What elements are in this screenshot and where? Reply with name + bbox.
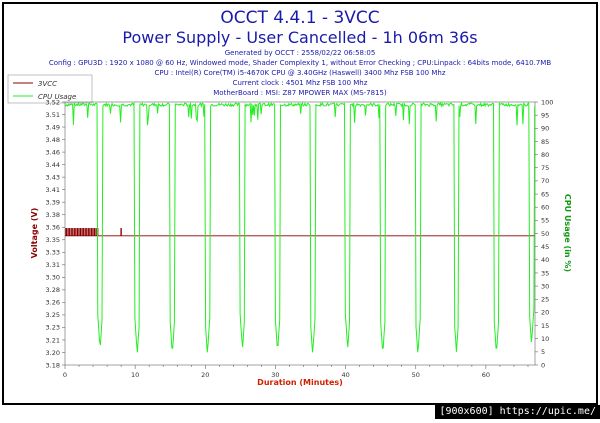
y-left-tick-label: 3.28: [46, 286, 60, 294]
info-line-clock: Current clock : 4501 Mhz FSB 100 Mhz: [233, 79, 368, 87]
y-right-tick-label: 5: [541, 348, 545, 356]
y-left-tick-label: 3.31: [46, 261, 60, 269]
y-left-tick-label: 3.46: [46, 148, 60, 156]
y-right-tick-label: 25: [541, 296, 549, 304]
y-right-tick-label: 60: [541, 204, 549, 212]
y-axis-right-label: CPU Usage (in %): [563, 194, 572, 272]
y-right-tick-label: 50: [541, 230, 549, 238]
x-tick-label: 60: [482, 371, 490, 379]
y-right-tick-label: 100: [541, 98, 553, 106]
y-left-tick-label: 3.21: [46, 336, 60, 344]
voltage-noise-band: [65, 228, 99, 236]
y-right-tick-label: 65: [541, 190, 549, 198]
y-left-tick-label: 3.33: [46, 249, 60, 257]
y-left-tick-label: 3.48: [46, 136, 60, 144]
y-right-tick-label: 55: [541, 217, 549, 225]
y-right-tick-label: 40: [541, 256, 549, 264]
y-left-tick-label: 3.49: [46, 123, 60, 131]
y-left-tick-label: 3.18: [46, 361, 60, 369]
y-left-tick-label: 3.52: [46, 98, 60, 106]
x-tick-label: 10: [131, 371, 139, 379]
x-tick-label: 50: [412, 371, 420, 379]
y-axis-left-label: Voltage (V): [30, 208, 39, 259]
y-left-tick-label: 3.44: [46, 161, 60, 169]
y-right-tick-label: 70: [541, 177, 549, 185]
y-left-tick-label: 3.51: [46, 111, 60, 119]
y-left-tick-label: 3.25: [46, 311, 60, 319]
y-left-tick-label: 3.43: [46, 173, 60, 181]
y-right-tick-label: 95: [541, 111, 549, 119]
x-axis-label: Duration (Minutes): [257, 378, 343, 387]
y-left-tick-label: 3.39: [46, 198, 60, 206]
legend-label-3vcc: 3VCC: [38, 80, 57, 88]
y-right-tick-label: 45: [541, 243, 549, 251]
x-tick-label: 20: [201, 371, 209, 379]
y-left-tick-label: 3.26: [46, 299, 60, 307]
y-left-tick-label: 3.20: [46, 349, 60, 357]
y-right-tick-label: 35: [541, 269, 549, 277]
info-line-motherboard: MotherBoard : MSI: Z87 MPOWER MAX (MS-78…: [213, 89, 387, 97]
y-right-tick-label: 15: [541, 322, 549, 330]
x-tick-label: 0: [63, 371, 67, 379]
y-left-tick-label: 3.30: [46, 274, 60, 282]
y-right-tick-label: 10: [541, 335, 549, 343]
y-right-tick-label: 75: [541, 164, 549, 172]
y-right-tick-label: 20: [541, 309, 549, 317]
y-right-tick-label: 0: [541, 361, 545, 369]
info-line-config: Config : GPU3D : 1920 x 1080 @ 60 Hz, Wi…: [49, 59, 552, 67]
chart-title: OCCT 4.4.1 - 3VCC: [220, 8, 379, 28]
info-line-generated: Generated by OCCT : 2558/02/22 06:58:05: [225, 49, 376, 57]
y-left-tick-label: 3.36: [46, 224, 60, 232]
y-right-tick-label: 30: [541, 282, 549, 290]
y-right-tick-label: 85: [541, 138, 549, 146]
y-left-tick-label: 3.35: [46, 236, 60, 244]
y-left-tick-label: 3.23: [46, 324, 60, 332]
y-left-tick-label: 3.38: [46, 211, 60, 219]
y-left-tick-label: 3.41: [46, 186, 60, 194]
info-line-cpu: CPU : Intel(R) Core(TM) i5-4670K CPU @ 3…: [154, 69, 445, 77]
y-right-tick-label: 80: [541, 151, 549, 159]
chart-subtitle: Power Supply - User Cancelled - 1h 06m 3…: [122, 28, 477, 47]
y-right-tick-label: 90: [541, 125, 549, 133]
footer-caption: [900x600] https://upic.me/: [435, 405, 600, 419]
